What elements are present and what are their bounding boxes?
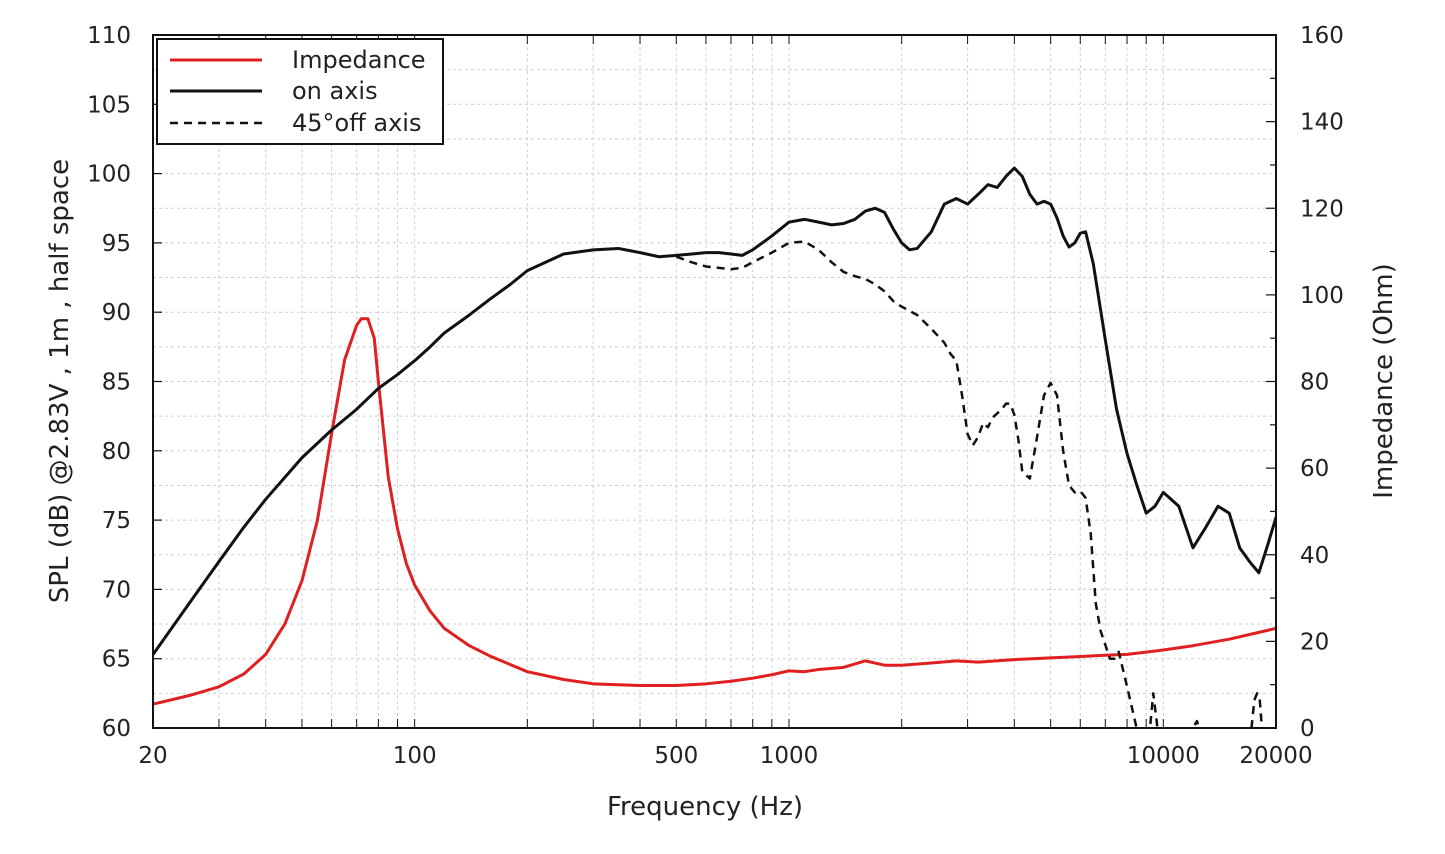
- y-right-axis-title: Impedance (Ohm): [1369, 263, 1399, 499]
- y-left-tick-labels: 60 65 70 75 80 85 90 95 100 105 110: [87, 23, 131, 742]
- y-right-tick-label: 40: [1300, 543, 1329, 569]
- x-tick-label: 20: [138, 743, 167, 769]
- x-tick-label: 20000: [1239, 743, 1312, 769]
- on-axis-curve: [153, 166, 1276, 657]
- y-left-tick-label: 80: [102, 439, 131, 465]
- x-tick-label: 10000: [1127, 743, 1200, 769]
- x-tick-label: 100: [393, 743, 437, 769]
- legend-label-on-axis: on axis: [292, 77, 378, 105]
- y-right-tick-label: 120: [1300, 196, 1344, 222]
- y-left-tick-label: 60: [102, 716, 131, 742]
- y-left-tick-label: 100: [87, 162, 131, 188]
- legend-label-impedance: Impedance: [292, 46, 426, 74]
- y-right-tick-label: 60: [1300, 456, 1329, 482]
- y-right-tick-labels: 0 20 40 60 80 100 120 140 160: [1300, 23, 1344, 742]
- y-right-tick-label: 0: [1300, 716, 1315, 742]
- y-left-tick-label: 110: [87, 23, 131, 49]
- x-tick-label: 1000: [760, 743, 819, 769]
- legend-label-off-axis: 45°off axis: [292, 109, 421, 137]
- y-right-tick-label: 80: [1300, 370, 1329, 396]
- series-group: [153, 166, 1276, 728]
- y-right-tick-label: 100: [1300, 283, 1344, 309]
- impedance-curve: [153, 317, 1276, 706]
- y-left-tick-label: 75: [102, 508, 131, 534]
- x-tick-labels: 20 100 500 1000 10000 20000: [138, 743, 1312, 769]
- y-left-tick-label: 95: [102, 231, 131, 257]
- y-right-tick-label: 160: [1300, 23, 1344, 49]
- y-left-tick-label: 65: [102, 647, 131, 673]
- legend: Impedance on axis 45°off axis: [156, 38, 444, 145]
- y-left-tick-label: 105: [87, 92, 131, 118]
- y-right-tick-label: 20: [1300, 629, 1329, 655]
- x-axis-title: Frequency (Hz): [607, 792, 803, 822]
- y-left-axis-title: SPL (dB) @2.83V , 1m , half space: [45, 159, 75, 603]
- x-tick-label: 500: [654, 743, 698, 769]
- y-right-tick-label: 140: [1300, 110, 1344, 136]
- y-left-tick-label: 85: [102, 370, 131, 396]
- y-left-tick-label: 70: [102, 577, 131, 603]
- plot-frame: [152, 34, 1277, 729]
- off-axis-curve: [675, 240, 1264, 728]
- y-left-tick-label: 90: [102, 300, 131, 326]
